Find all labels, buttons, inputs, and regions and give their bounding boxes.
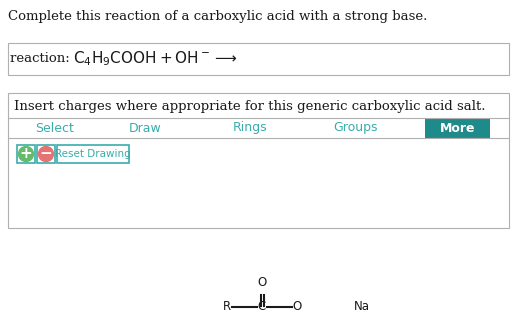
FancyBboxPatch shape xyxy=(425,118,490,138)
Text: −: − xyxy=(40,146,52,161)
Text: O: O xyxy=(293,300,301,313)
Text: +: + xyxy=(20,146,33,161)
Text: More: More xyxy=(440,122,475,134)
Text: C: C xyxy=(258,300,266,313)
Text: O: O xyxy=(257,276,267,289)
FancyBboxPatch shape xyxy=(37,145,55,163)
Circle shape xyxy=(19,146,34,161)
Text: $\mathsf{C_4H_9COOH + OH^- \longrightarrow}$: $\mathsf{C_4H_9COOH + OH^- \longrightarr… xyxy=(73,50,238,68)
Text: Insert charges where appropriate for this generic carboxylic acid salt.: Insert charges where appropriate for thi… xyxy=(14,100,485,113)
Circle shape xyxy=(38,146,53,161)
Text: Complete this reaction of a carboxylic acid with a strong base.: Complete this reaction of a carboxylic a… xyxy=(8,10,428,23)
Text: Select: Select xyxy=(36,122,74,134)
FancyBboxPatch shape xyxy=(8,93,509,228)
Text: R: R xyxy=(223,300,231,313)
Text: Reset Drawing: Reset Drawing xyxy=(55,149,131,159)
FancyBboxPatch shape xyxy=(8,43,509,75)
Text: reaction:: reaction: xyxy=(10,52,78,65)
Text: Draw: Draw xyxy=(129,122,161,134)
FancyBboxPatch shape xyxy=(17,145,35,163)
Text: Na: Na xyxy=(354,300,370,313)
Text: Groups: Groups xyxy=(333,122,377,134)
FancyBboxPatch shape xyxy=(57,145,129,163)
Text: Rings: Rings xyxy=(233,122,267,134)
